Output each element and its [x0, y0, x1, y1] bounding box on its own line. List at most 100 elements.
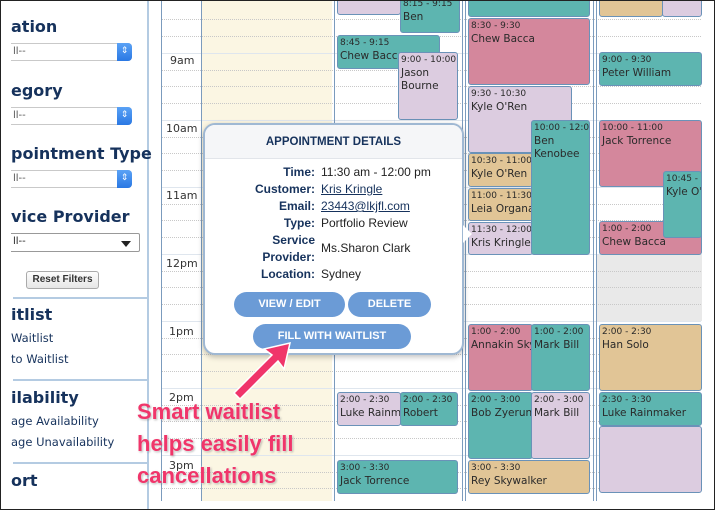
location-filter-heading: ation [11, 17, 58, 36]
divider [13, 379, 149, 381]
appointment-time: 9:00 - 10:00 [401, 55, 457, 65]
customer-link[interactable]: Kris Kringle [321, 182, 383, 196]
location-select[interactable]: ll-- ⇕ [11, 43, 132, 61]
appointment-time: 1:00 - 2:00 [471, 327, 521, 337]
appointment-customer: Jack Torrence [340, 475, 410, 487]
appointment-block[interactable] [599, 1, 663, 17]
hour-label: 9am [170, 54, 195, 67]
service-provider-select-value: ll-- [13, 236, 26, 247]
bottom-margin [151, 501, 714, 509]
appointment-block[interactable]: 8:15 - 9:15 Ben [400, 0, 460, 33]
add-to-waitlist-link[interactable]: to Waitlist [11, 352, 69, 366]
appointment-customer: Chew Bacca [602, 236, 666, 248]
delete-button[interactable]: DELETE [348, 292, 431, 317]
manage-availability-link[interactable]: age Availability [11, 414, 99, 428]
view-waitlist-link[interactable]: Waitlist [11, 331, 54, 345]
appointment-customer: Annakin Skywalker [471, 339, 532, 351]
appointment-time: 2:00 - 3:00 [534, 395, 584, 405]
popup-title: APPOINTMENT DETAILS [205, 125, 462, 159]
divider [13, 462, 149, 464]
appointment-customer: Peter William [602, 67, 672, 79]
appointment-block[interactable]: 11:00 - 11:30 Leia Organa [468, 188, 533, 221]
appointment-block[interactable]: 8:30 - 9:30 Chew Bacca [468, 18, 590, 85]
hour-label: 12pm [166, 257, 198, 270]
appointment-block[interactable]: 1:00 - 2:00 Annakin Skywalker [468, 324, 533, 391]
appointment-customer: Ben Kenobee [534, 135, 580, 160]
view-edit-button[interactable]: VIEW / EDIT [234, 292, 345, 317]
annotation-line: Smart waitlist [137, 399, 281, 424]
appointment-block[interactable]: 9:00 - 9:30 Peter William [599, 52, 702, 86]
appointment-block[interactable]: 3:00 - 3:30 Jack Torrence [337, 460, 458, 494]
chevron-down-icon [121, 241, 131, 247]
annotation-arrow-icon [232, 341, 292, 401]
appointment-block[interactable] [337, 1, 401, 15]
appointment-time: 10:00 - 11:00 [602, 123, 663, 133]
category-select[interactable]: ll-- ⇕ [11, 107, 132, 125]
hour-label: 11am [166, 189, 198, 202]
detail-value: 11:30 am - 12:00 pm [321, 165, 431, 179]
appointment-block[interactable]: 2:00 - 2:30 Han Solo [599, 324, 702, 391]
appointment-type-select-value: ll-- [13, 173, 26, 184]
appointment-customer: Chew Bacca [471, 33, 535, 45]
appointment-block[interactable]: 10:00 - 12:00 Ben Kenobee [531, 120, 590, 255]
appointment-block[interactable]: 2:00 - 2:30 Robert [400, 392, 458, 426]
appointment-customer: Luke Rainmaker [340, 407, 401, 419]
appointment-block[interactable]: 11:30 - 12:00 Kris Kringle [468, 222, 533, 255]
appointment-block[interactable]: 10:45 - 11:45 Kyle O'Ren [663, 171, 702, 238]
appointment-customer: Kris Kringle [471, 237, 531, 249]
appointment-time: 9:00 - 9:30 [602, 55, 652, 65]
reset-filters-button[interactable]: Reset Filters [26, 271, 99, 289]
filter-sidebar: ation ll-- ⇕ egory ll-- ⇕ pointment Type… [1, 1, 152, 509]
availability-section-heading: ilability [11, 388, 79, 407]
appointment-block[interactable]: 2:00 - 3:00 Bob Zyerunda [468, 392, 533, 459]
detail-label: Location: [261, 267, 315, 281]
appointment-block[interactable] [468, 1, 590, 17]
detail-label: Email: [278, 199, 315, 213]
appointment-block[interactable]: 2:30 - 3:30 Luke Rainmaker [599, 392, 702, 426]
appointment-block[interactable]: 9:00 - 10:00 Jason Bourne [398, 52, 458, 120]
grid-line [161, 388, 701, 389]
appointment-time: 3:00 - 3:30 [471, 463, 521, 473]
appointment-time: 2:00 - 2:30 [602, 327, 652, 337]
email-link[interactable]: 23443@lkjfl.com [321, 199, 410, 213]
manage-unavailability-link[interactable]: age Unavailability [11, 435, 115, 449]
appointment-time: 8:15 - 9:15 [403, 0, 453, 9]
appointment-block[interactable] [662, 1, 702, 17]
appointment-customer: Mark Bill [534, 339, 580, 351]
appointment-customer: Rey Skywalker [471, 475, 547, 487]
stepper-arrows-icon: ⇕ [117, 170, 132, 188]
appointment-customer: Jack Torrence [602, 135, 672, 147]
appointment-time: 11:30 - 12:00 [471, 225, 532, 235]
hour-label: 3pm [169, 459, 194, 472]
grid-line [161, 371, 701, 372]
appointment-block[interactable]: 10:30 - 11:00 Kyle O'Ren [468, 153, 533, 187]
appointment-customer: Han Solo [602, 339, 649, 351]
appointment-customer: Luke Rainmaker [602, 407, 687, 419]
annotation-line: cancellations [137, 463, 277, 488]
appointment-block[interactable]: 2:00 - 3:00 Mark Bill [531, 392, 590, 459]
appointment-type-select[interactable]: ll-- ⇕ [11, 170, 132, 188]
detail-value: Sydney [321, 267, 362, 281]
fill-with-waitlist-button[interactable]: FILL WITH WAITLIST [253, 324, 411, 349]
waitlist-section-heading: itlist [11, 305, 53, 324]
appointment-customer: Kyle O'Ren [666, 186, 702, 198]
appointment-time: 2:00 - 2:30 [403, 395, 453, 405]
appointment-block[interactable]: 2:00 - 2:30 Luke Rainmaker [337, 392, 401, 426]
detail-value: Portfolio Review [321, 216, 408, 230]
appointment-type-filter-heading: pointment Type [11, 144, 152, 163]
column-divider [596, 1, 597, 501]
appointment-block[interactable] [599, 426, 702, 493]
appointment-block[interactable]: 1:00 - 2:00 Mark Bill [531, 324, 590, 391]
hour-label: 2pm [169, 391, 194, 404]
appointment-time: 1:00 - 2:00 [602, 224, 652, 234]
service-provider-select[interactable]: ll-- [11, 233, 140, 252]
appointment-customer: Robert [403, 407, 438, 419]
appointment-time: 2:00 - 2:30 [340, 395, 390, 405]
appointment-time: 10:45 - 11:45 [666, 174, 701, 184]
report-section-heading: ort [11, 471, 38, 490]
appointment-customer: Ben [403, 11, 424, 23]
column-divider [593, 1, 594, 501]
appointment-block[interactable]: 3:00 - 3:30 Rey Skywalker [468, 460, 590, 494]
service-provider-filter-heading: vice Provider [11, 207, 130, 226]
